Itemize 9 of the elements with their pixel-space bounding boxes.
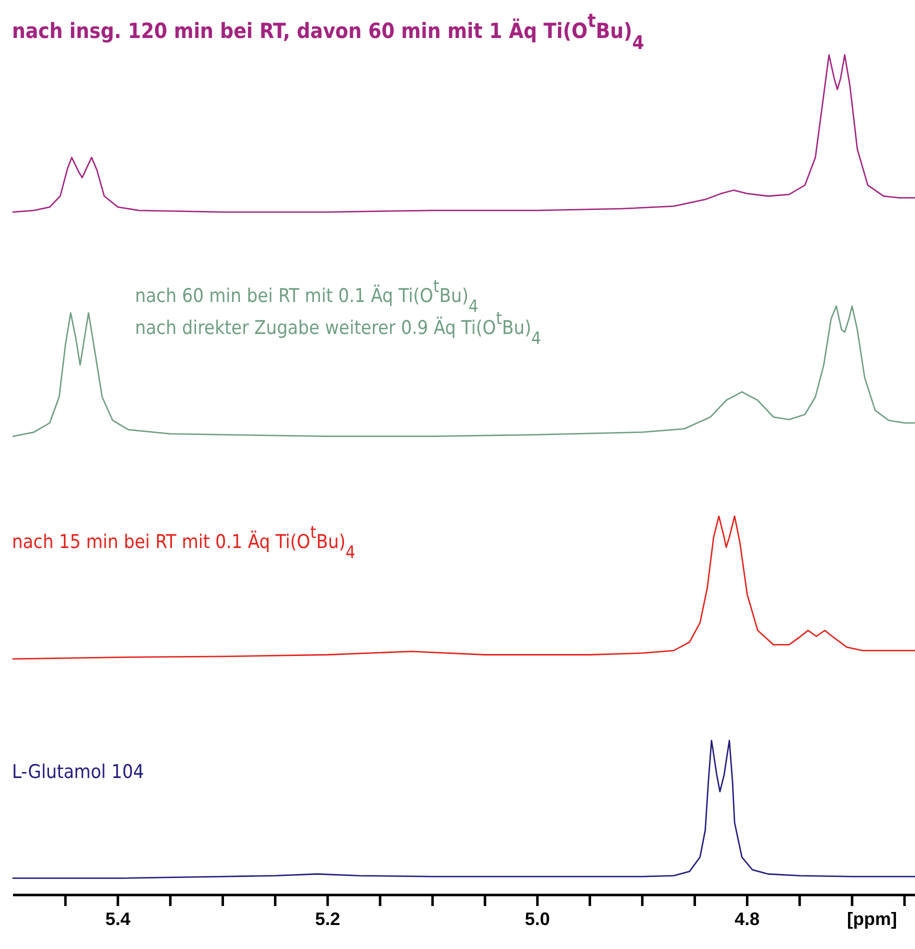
x-tick-label: 5.0 [524, 909, 550, 929]
text: nach 60 min bei RT mit 0.1 Äq Ti(O$^{t}$Bu)$_{4}$ [135, 277, 478, 317]
x-tick-label: 5.2 [315, 909, 340, 929]
text: nach insg. 120 min bei RT, davon 60 min mit 1 Äq Ti(O$^{t}$Bu)$_{4}$ [12, 10, 644, 54]
x-tick-label: 5.4 [105, 909, 130, 929]
text: L-Glutamol 104 [12, 761, 144, 783]
text: nach 15 min bei RT mit 0.1 Äq Ti(O$^{t}$Bu)$_{4}$ [12, 523, 356, 563]
x-tick-label: 4.8 [734, 909, 760, 929]
x-axis-title: [ppm] [847, 909, 897, 929]
